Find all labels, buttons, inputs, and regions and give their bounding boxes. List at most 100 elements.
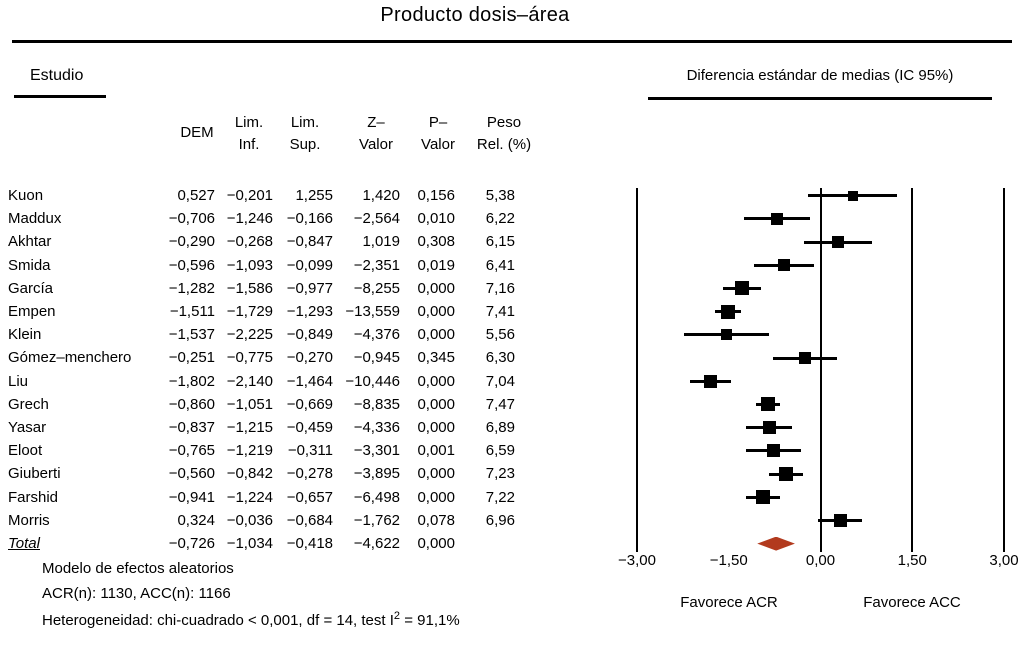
effect-square xyxy=(703,374,717,388)
study-name: Giuberti xyxy=(8,465,61,483)
cell-hi: −1,464 xyxy=(286,372,333,390)
cell-dem: 0,527 xyxy=(177,187,215,204)
cell-w: 7,22 xyxy=(485,488,515,506)
column-header-line: Sup. xyxy=(289,136,321,153)
cell-p: 0,000 xyxy=(417,326,455,344)
effect-square xyxy=(735,281,750,296)
cell-p: 0,000 xyxy=(417,488,455,506)
effect-square xyxy=(799,352,812,364)
cell-lo: −0,842 xyxy=(226,465,273,483)
cell-z: −4,622 xyxy=(353,535,400,552)
cell-lo: −2,225 xyxy=(226,326,273,344)
cell-lo: −0,268 xyxy=(226,233,273,251)
cell-p: 0,078 xyxy=(417,511,455,529)
effect-square xyxy=(832,236,845,248)
cell-z: −1,762 xyxy=(353,511,400,529)
study-row: Maddux −0,706 −1,246 −0,166 −2,564 0,010 6,22 xyxy=(8,207,553,230)
study-row: Klein −1,537 −2,225 −0,849 −4,376 0,000 5,56 xyxy=(8,323,553,346)
study-name: Maddux xyxy=(8,210,62,228)
column-header-lim-inf: Lim. Inf. xyxy=(220,112,278,156)
effect-square xyxy=(760,397,775,412)
axis-tick-label: −3,00 xyxy=(618,552,656,569)
column-header-line: Z– xyxy=(367,114,385,131)
study-row: Gómez–menchero −0,251 −0,775 −0,270 −0,945 0,… xyxy=(8,346,553,369)
cell-w: 6,89 xyxy=(485,419,515,436)
cell-p: 0,000 xyxy=(417,535,455,552)
study-row: García −1,282 −1,586 −0,977 −8,255 0,000 7,16 xyxy=(8,277,553,300)
column-header-line: P– xyxy=(428,114,448,131)
study-name: García xyxy=(8,279,54,297)
cell-dem: −1,511 xyxy=(169,303,215,320)
cell-z: 1,019 xyxy=(362,233,400,251)
cell-p: 0,000 xyxy=(417,372,455,390)
cell-hi: −1,293 xyxy=(286,303,333,320)
cell-w: 7,47 xyxy=(485,395,515,413)
cell-z: −2,564 xyxy=(353,210,400,228)
study-row: Morris 0,324 −0,036 −0,684 −1,762 0,078 6,96 xyxy=(8,509,553,532)
cell-hi: −0,977 xyxy=(286,279,333,297)
study-name: Farshid xyxy=(8,488,59,506)
effect-square xyxy=(720,329,732,341)
study-name: Smida xyxy=(8,256,51,274)
cell-dem: −1,282 xyxy=(168,279,215,297)
forest-plot: Favorece ACR Favorece ACC −3,00 −1,50 0,00… xyxy=(576,184,1024,646)
cell-w: 5,38 xyxy=(485,187,515,204)
cell-lo: −1,729 xyxy=(226,303,273,320)
study-row: Farshid −0,941 −1,224 −0,657 −6,498 0,000 7,22 xyxy=(8,486,553,509)
favor-right-label: Favorece ACC xyxy=(863,594,961,611)
effect-header-underline xyxy=(648,97,992,100)
cell-w: 5,56 xyxy=(485,326,515,344)
cell-z: −3,895 xyxy=(353,465,400,483)
cell-z: −2,351 xyxy=(353,256,400,274)
axis-tick-label: 1,50 xyxy=(897,552,927,569)
study-name: Grech xyxy=(8,395,49,413)
axis-tick-label: 3,00 xyxy=(989,552,1019,569)
column-header-line: Peso xyxy=(486,114,522,131)
study-name: Total xyxy=(8,535,40,552)
cell-p: 0,010 xyxy=(417,210,455,228)
cell-w: 6,15 xyxy=(485,233,515,251)
cell-hi: −0,657 xyxy=(286,488,333,506)
figure-title: Producto dosis–área xyxy=(380,4,570,26)
effect-square xyxy=(778,259,791,272)
cell-hi: 1,255 xyxy=(295,187,333,204)
footnote-heterogeneity: Heterogeneidad: chi-cuadrado < 0,001, df… xyxy=(42,610,460,629)
study-header-underline xyxy=(14,95,106,98)
cell-w: 7,23 xyxy=(485,465,515,483)
study-row: Yasar −0,837 −1,215 −0,459 −4,336 0,000 6,89 xyxy=(8,416,553,439)
cell-z: −10,446 xyxy=(345,372,400,390)
cell-p: 0,000 xyxy=(417,395,455,413)
cell-p: 0,001 xyxy=(417,442,455,460)
study-name: Klein xyxy=(8,326,42,344)
study-name: Liu xyxy=(8,372,29,390)
study-row: Kuon 0,527 −0,201 1,255 1,420 0,156 5,38 xyxy=(8,184,553,207)
cell-dem: −0,860 xyxy=(168,395,215,413)
cell-dem: −1,802 xyxy=(168,372,215,390)
cell-lo: −1,586 xyxy=(226,279,273,297)
effect-column-header: Diferencia estándar de medias (IC 95%) xyxy=(686,67,954,84)
effect-square xyxy=(771,212,784,225)
cell-w: 6,96 xyxy=(485,511,515,529)
cell-p: 0,345 xyxy=(417,349,455,367)
reference-line xyxy=(1003,188,1005,552)
total-diamond xyxy=(757,536,795,551)
cell-w: 7,04 xyxy=(485,372,515,390)
cell-lo: −1,224 xyxy=(226,488,273,506)
cell-z: −4,336 xyxy=(353,419,400,436)
effect-square xyxy=(833,513,847,527)
cell-lo: −0,775 xyxy=(226,349,273,367)
cell-dem: −0,290 xyxy=(168,233,215,251)
cell-lo: −1,034 xyxy=(226,535,273,552)
study-table: Kuon 0,527 −0,201 1,255 1,420 0,156 5,38 Maddux… xyxy=(8,184,553,556)
footnote-sample-sizes: ACR(n): 1130, ACC(n): 1166 xyxy=(42,585,231,602)
cell-dem: −0,706 xyxy=(168,210,215,228)
cell-dem: −1,537 xyxy=(168,326,215,344)
top-rule xyxy=(12,40,1012,43)
study-row: Empen −1,511 −1,729 −1,293 −13,559 0,000 7,41 xyxy=(8,300,553,323)
study-name: Eloot xyxy=(8,442,43,460)
cell-dem: −0,726 xyxy=(168,535,215,552)
cell-w: 6,41 xyxy=(485,256,515,274)
cell-z: −6,498 xyxy=(353,488,400,506)
cell-hi: −0,418 xyxy=(286,535,333,552)
cell-hi: −0,311 xyxy=(287,442,333,460)
